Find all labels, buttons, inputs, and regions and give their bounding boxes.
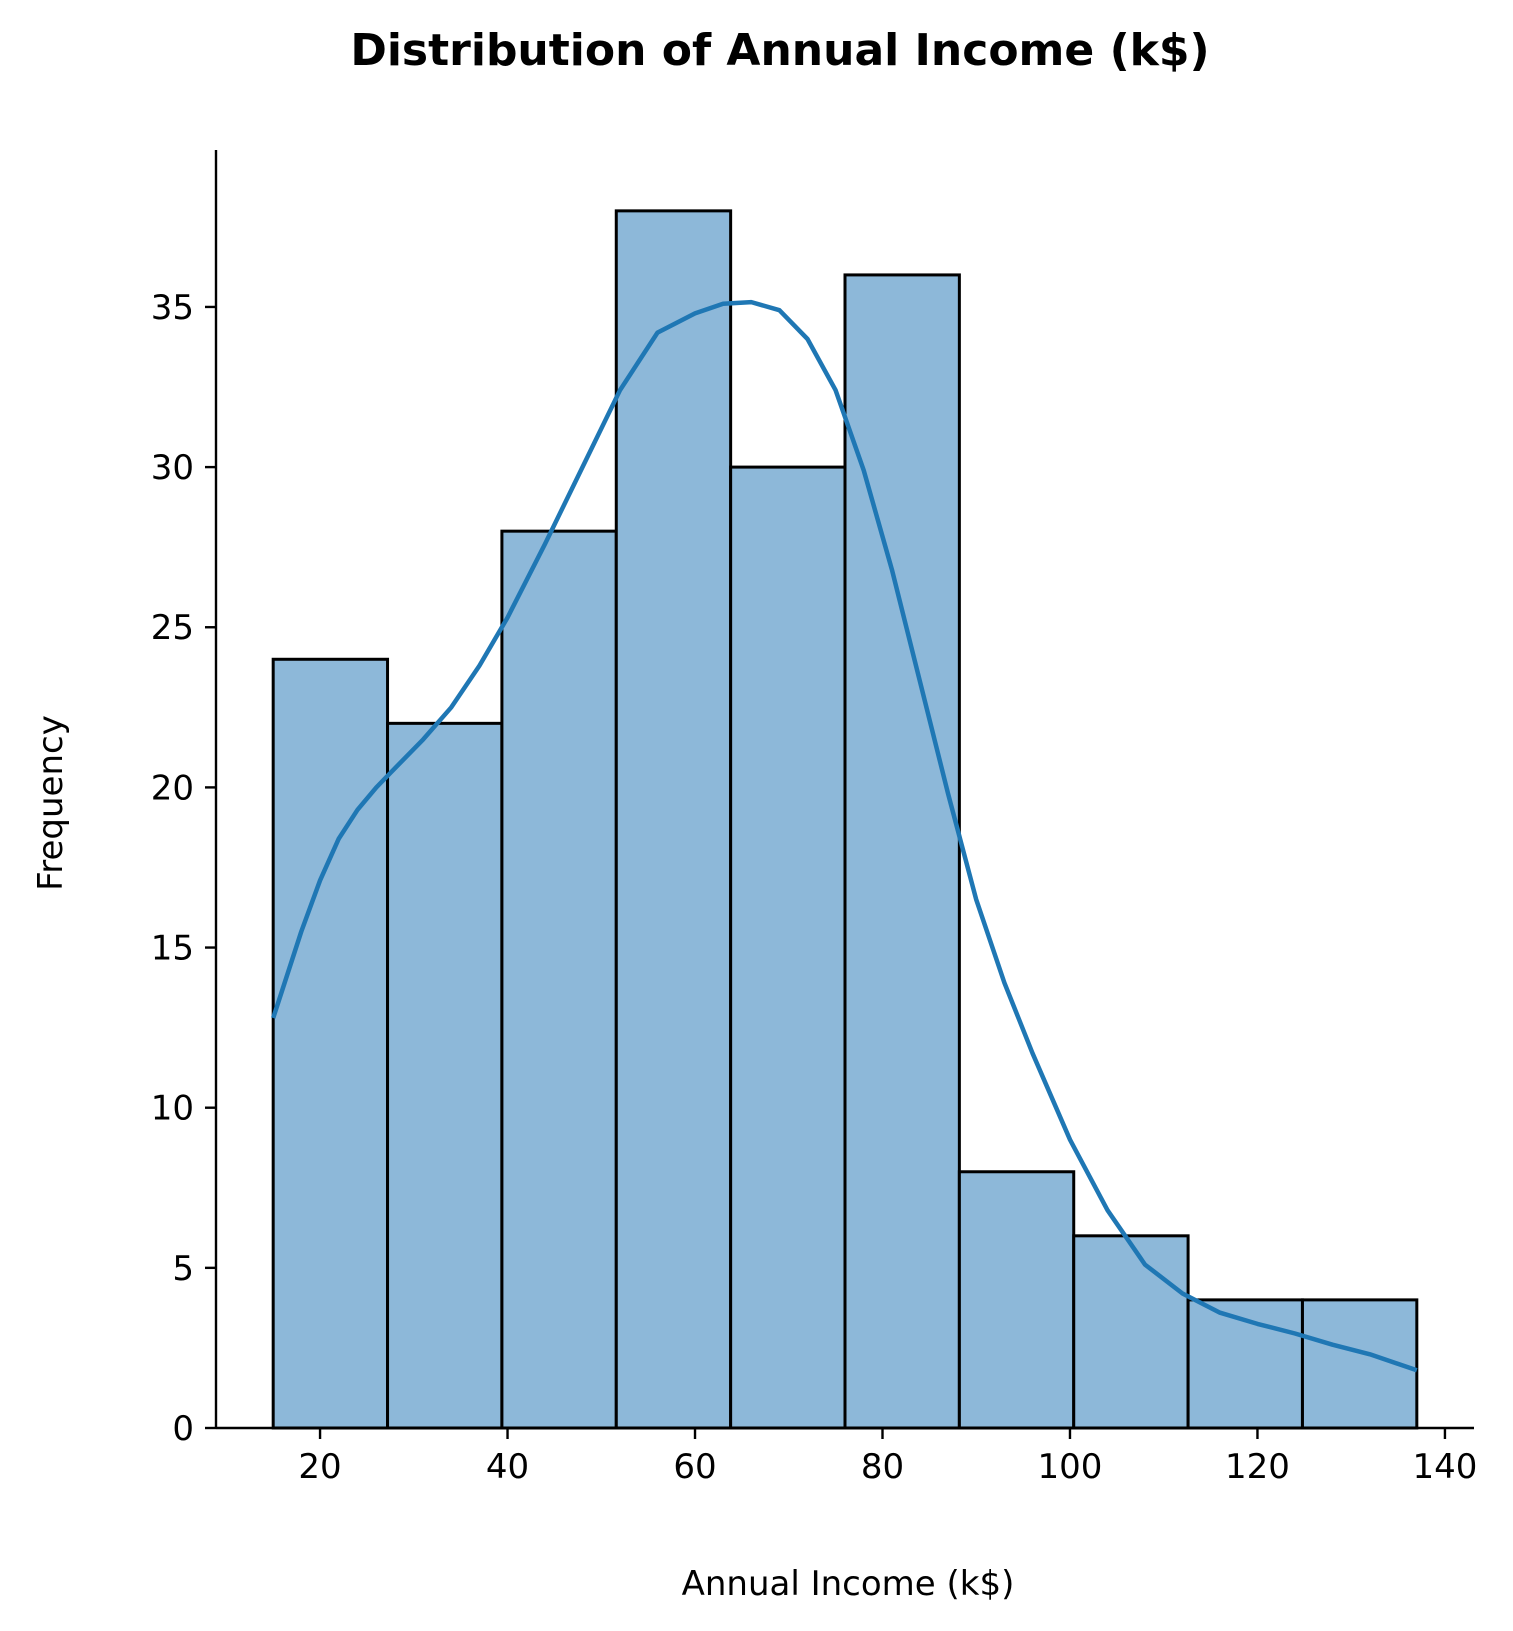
histogram-bar xyxy=(386,721,504,1430)
x-tick-label: 40 xyxy=(486,1447,529,1487)
y-tick-label: 20 xyxy=(151,768,194,808)
histogram-bar xyxy=(729,465,847,1430)
y-tick-label: 5 xyxy=(172,1249,194,1289)
x-tick-label: 120 xyxy=(1225,1447,1290,1487)
y-tick-label: 0 xyxy=(172,1409,194,1449)
x-tick-label: 20 xyxy=(298,1447,341,1487)
histogram-bars xyxy=(271,209,1419,1430)
x-tick-label: 60 xyxy=(673,1447,716,1487)
histogram-bar xyxy=(957,1170,1076,1430)
x-tick-label: 140 xyxy=(1412,1447,1477,1487)
x-tick-label: 100 xyxy=(1038,1447,1103,1487)
y-axis: 0 5 10 15 20 25 30 35 xyxy=(151,150,218,1449)
x-axis: 20 40 60 80 100 120 140 xyxy=(216,1426,1477,1487)
kde-line xyxy=(271,299,1418,1373)
x-axis-label: Annual Income (k$) xyxy=(682,1564,1015,1604)
y-tick-label: 10 xyxy=(151,1089,194,1129)
y-tick-label: 30 xyxy=(151,448,194,488)
histogram-bar xyxy=(271,657,390,1430)
histogram-bar xyxy=(614,209,733,1430)
histogram-bar xyxy=(843,273,961,1430)
y-tick-label: 15 xyxy=(151,929,194,969)
x-tick-label: 80 xyxy=(861,1447,904,1487)
chart-title: Distribution of Annual Income (k$) xyxy=(350,25,1209,76)
y-axis-label: Frequency xyxy=(31,715,71,891)
histogram-bar xyxy=(1072,1234,1190,1430)
y-tick-label: 25 xyxy=(151,608,194,648)
histogram-bar xyxy=(500,529,618,1430)
y-tick-label: 35 xyxy=(151,288,194,328)
